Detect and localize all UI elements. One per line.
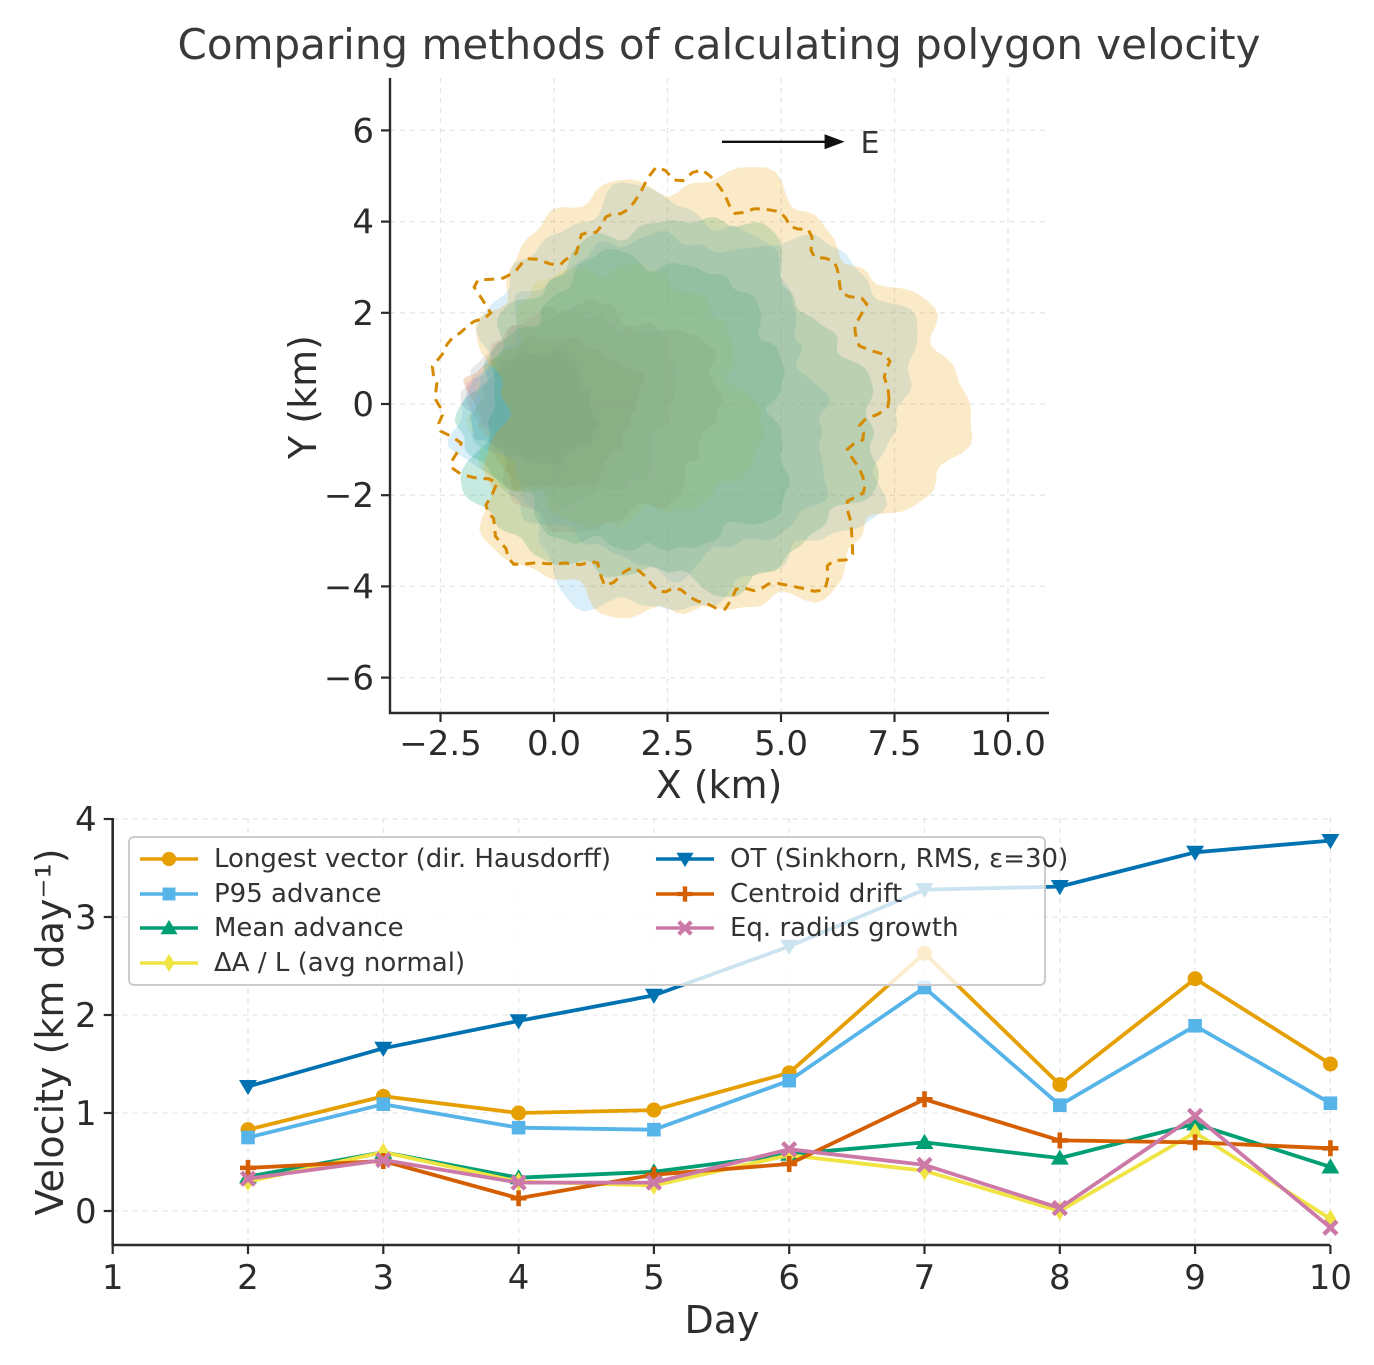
svg-text:8: 8 — [1049, 1258, 1071, 1298]
svg-text:2: 2 — [352, 294, 374, 334]
svg-text:7: 7 — [914, 1258, 936, 1298]
polygon-day-9 — [470, 182, 918, 612]
final-boundary-outline — [430, 165, 892, 611]
figure-title: Comparing methods of calculating polygon… — [177, 20, 1261, 69]
legend-swatch-triangle-up-icon — [140, 920, 198, 935]
svg-text:2: 2 — [75, 996, 97, 1036]
svg-text:0: 0 — [352, 385, 374, 425]
svg-text:9: 9 — [1184, 1258, 1206, 1298]
svg-text:−2.5: −2.5 — [399, 724, 482, 764]
polygon-day-2 — [463, 334, 646, 490]
svg-text:4: 4 — [75, 800, 97, 840]
svg-text:4: 4 — [508, 1258, 530, 1298]
polygon-day-5 — [466, 262, 766, 529]
polygon-day-3 — [460, 309, 676, 509]
legend-item-mean-advance: Mean advance — [138, 911, 654, 946]
svg-text:7.5: 7.5 — [867, 724, 921, 764]
legend-label: P95 advance — [214, 878, 382, 909]
svg-text:−6: −6 — [324, 659, 374, 699]
east-label: E — [860, 126, 879, 161]
svg-text:5.0: 5.0 — [754, 724, 808, 764]
polygon-day-7 — [447, 230, 831, 583]
top-ticks — [381, 129, 1010, 722]
polygon-day-4 — [465, 299, 723, 533]
legend-label: Mean advance — [214, 913, 404, 944]
svg-text:0.0: 0.0 — [527, 724, 581, 764]
top-tick-labels: −2.5 0.0 2.5 5.0 7.5 10.0 6 4 2 0 −2 −4 −6 — [324, 111, 1046, 764]
svg-text:6: 6 — [352, 111, 374, 151]
svg-text:5: 5 — [643, 1258, 665, 1298]
legend-item-eq-radius-growth: Eq. radius growth — [654, 911, 1068, 946]
svg-text:6: 6 — [778, 1258, 800, 1298]
top-xaxis-label: X (km) — [655, 763, 783, 807]
top-spines — [388, 78, 1049, 715]
svg-text:4: 4 — [352, 203, 374, 243]
legend-item-ot-sinkhorn-rms-30: OT (Sinkhorn, RMS, ε=30) — [654, 842, 1068, 877]
polygon-day-10 — [475, 167, 973, 619]
svg-text:10.0: 10.0 — [970, 724, 1046, 764]
east-arrow: E — [721, 126, 879, 161]
svg-text:−4: −4 — [324, 567, 374, 607]
svg-text:3: 3 — [372, 1258, 394, 1298]
polygon-day-8 — [460, 217, 879, 598]
svg-text:10: 10 — [1309, 1258, 1352, 1298]
legend-swatch-triangle-down-icon — [656, 852, 714, 868]
legend-swatch-plus-icon — [656, 886, 714, 902]
legend-item-longest-vector-dir-hausdorff: Longest vector (dir. Hausdorff) — [138, 842, 654, 877]
legend-item-centroid-drift: Centroid drift — [654, 877, 1068, 912]
legend-label: Eq. radius growth — [730, 913, 959, 944]
polygon-day-6 — [454, 248, 791, 551]
bottom-ticks — [103, 817, 1332, 1254]
svg-text:1: 1 — [75, 1094, 97, 1134]
legend-label: OT (Sinkhorn, RMS, ε=30) — [730, 844, 1069, 875]
legend-item-a-l-avg-normal: ΔA / L (avg normal) — [138, 946, 654, 981]
daily-polygons — [447, 167, 973, 619]
legend-label: ΔA / L (avg normal) — [214, 947, 466, 978]
bottom-xaxis-label: Day — [684, 1298, 760, 1342]
bottom-yaxis-label: Velocity (km day⁻¹) — [28, 848, 72, 1216]
legend-label: Centroid drift — [730, 878, 903, 909]
legend-swatch-circle-icon — [140, 852, 198, 867]
legend: Longest vector (dir. Hausdorff) P95 advan… — [128, 836, 1068, 986]
series-p95-advance — [241, 980, 1338, 1145]
top-yaxis-label: Y (km) — [281, 335, 325, 459]
svg-text:−2: −2 — [324, 476, 374, 516]
polygon-day-1 — [469, 347, 600, 466]
legend-label: Longest vector (dir. Hausdorff) — [214, 844, 612, 875]
series-eq-radius-growth — [239, 1107, 1339, 1236]
legend-swatch-diamond-icon — [140, 953, 198, 972]
legend-swatch-x-icon — [656, 920, 714, 936]
svg-text:3: 3 — [75, 898, 97, 938]
svg-text:1: 1 — [102, 1258, 124, 1298]
svg-text:0: 0 — [75, 1192, 97, 1232]
legend-swatch-square-icon — [140, 887, 198, 901]
legend-item-p95-advance: P95 advance — [138, 877, 654, 912]
svg-text:2: 2 — [237, 1258, 259, 1298]
svg-text:2.5: 2.5 — [640, 724, 694, 764]
